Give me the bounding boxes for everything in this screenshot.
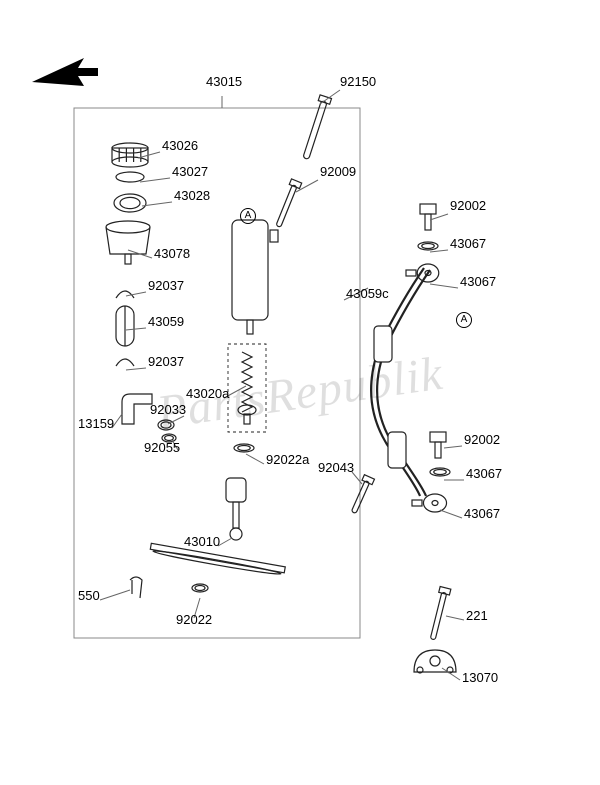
part-label-43078: 43078 (154, 246, 190, 261)
part-label-43059: 43059 (148, 314, 184, 329)
part-label-a: A (456, 312, 472, 328)
part-label-43067: 43067 (464, 506, 500, 521)
part-label-92022a: 92022a (266, 452, 309, 467)
part-label-13159: 13159 (78, 416, 114, 431)
part-label-221: 221 (466, 608, 488, 623)
part-label-92037: 92037 (148, 278, 184, 293)
part-label-92002: 92002 (464, 432, 500, 447)
part-label-92002: 92002 (450, 198, 486, 213)
part-label-43010: 43010 (184, 534, 220, 549)
part-label-43026: 43026 (162, 138, 198, 153)
part-label-92043: 92043 (318, 460, 354, 475)
part-label-92033: 92033 (150, 402, 186, 417)
part-label-550: 550 (78, 588, 100, 603)
part-label-43027: 43027 (172, 164, 208, 179)
parts-diagram (0, 0, 600, 785)
part-label-43059c: 43059c (346, 286, 389, 301)
part-label-92037: 92037 (148, 354, 184, 369)
part-label-a: A (240, 208, 256, 224)
part-label-43067: 43067 (460, 274, 496, 289)
part-label-43015: 43015 (206, 74, 242, 89)
part-label-43020a: 43020a (186, 386, 229, 401)
part-label-92022: 92022 (176, 612, 212, 627)
part-label-43067: 43067 (466, 466, 502, 481)
part-label-13070: 13070 (462, 670, 498, 685)
part-label-92009: 92009 (320, 164, 356, 179)
part-label-43028: 43028 (174, 188, 210, 203)
part-label-92150: 92150 (340, 74, 376, 89)
part-label-92055: 92055 (144, 440, 180, 455)
part-label-43067: 43067 (450, 236, 486, 251)
